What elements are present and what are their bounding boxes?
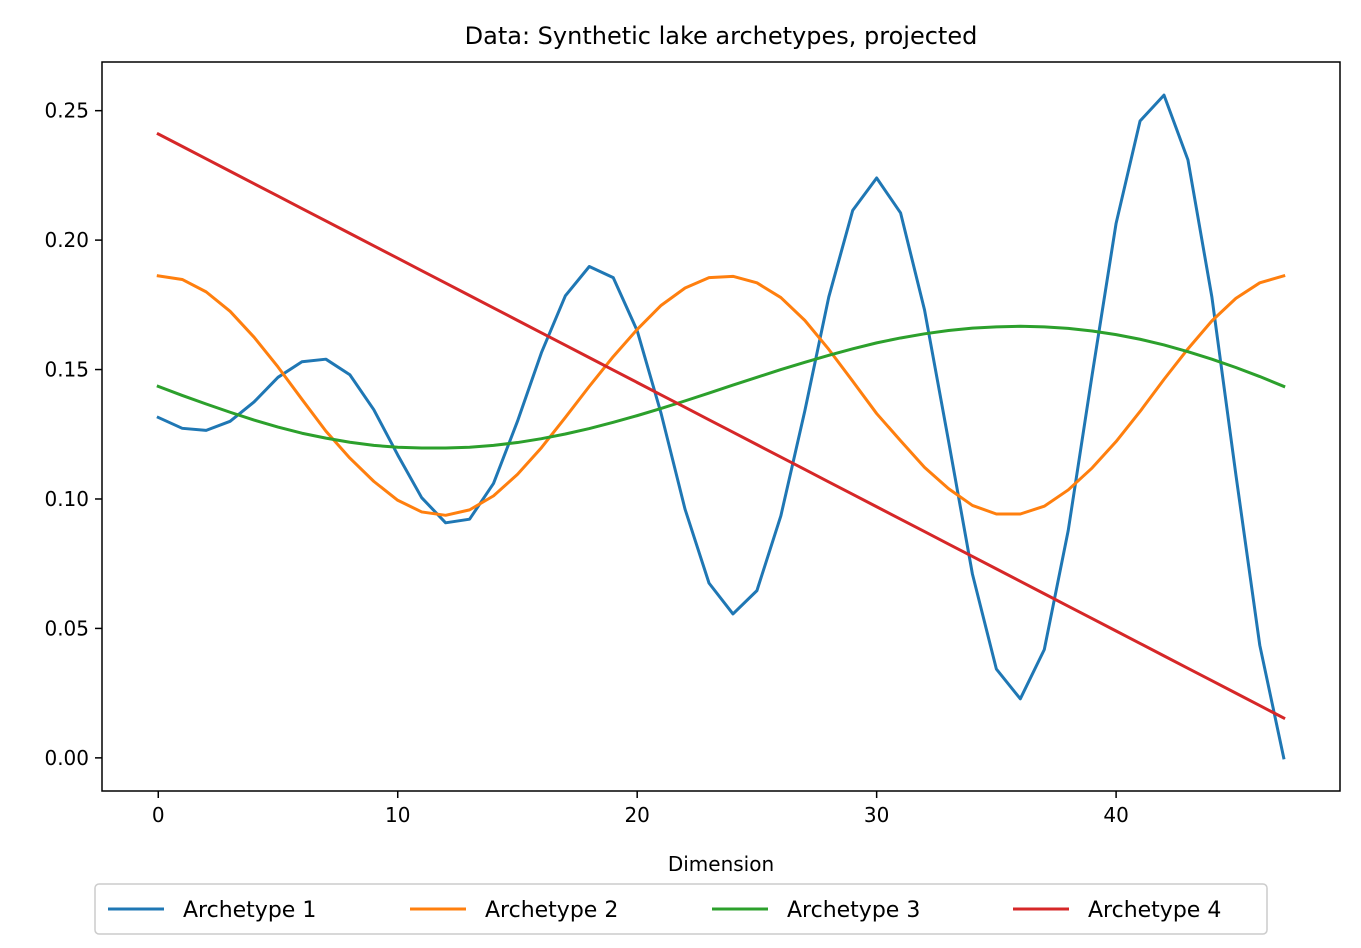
x-tick-label: 10 [385,803,410,827]
y-tick-label: 0.10 [44,487,89,511]
legend-label-archetype-2: Archetype 2 [485,898,618,923]
axes-frame [101,61,1341,792]
x-tick-label: 20 [624,803,649,827]
series-line-archetype-3 [156,324,1286,450]
chart-title: Data: Synthetic lake archetypes, project… [465,22,978,50]
y-tick-label: 0.20 [44,228,89,252]
legend: Archetype 1 Archetype 2 Archetype 3 Archety… [94,883,1268,935]
series-line-archetype-4 [156,131,1286,721]
y-axis: 0.00 0.05 0.10 0.15 0.20 0.25 [44,99,102,770]
x-tick-label: 40 [1103,803,1128,827]
series-layer [156,93,1286,760]
legend-label-archetype-3: Archetype 3 [787,898,920,923]
series-line-archetype-2 [156,273,1286,517]
y-tick-label: 0.25 [44,99,89,123]
x-axis: 0 10 20 30 40 [152,791,1129,827]
y-tick-label: 0.15 [44,358,89,382]
legend-label-archetype-4: Archetype 4 [1088,898,1221,923]
x-axis-label: Dimension [668,852,774,876]
legend-frame [94,883,1268,935]
x-tick-label: 30 [864,803,889,827]
legend-label-archetype-1: Archetype 1 [183,898,316,923]
y-tick-label: 0.00 [44,746,89,770]
y-tick-label: 0.05 [44,616,89,640]
x-tick-label: 0 [152,803,165,827]
series-line-archetype-1 [156,93,1286,760]
